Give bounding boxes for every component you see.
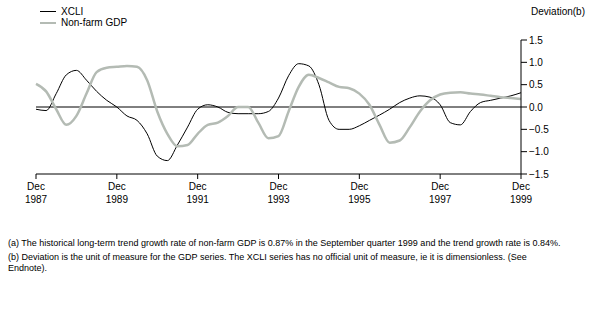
svg-text:Dec: Dec: [270, 181, 288, 192]
svg-text:0.5: 0.5: [529, 79, 543, 90]
html-text:(b) Deviation is the unit of m: (b) Deviation is the unit of measure for…: [8, 252, 527, 273]
svg-text:1993: 1993: [267, 194, 290, 205]
svg-text:Dec: Dec: [350, 181, 368, 192]
svg-text:−0.5: −0.5: [529, 124, 549, 135]
svg-text:1987: 1987: [25, 194, 48, 205]
svg-text:1989: 1989: [106, 194, 129, 205]
svg-text:Dec: Dec: [189, 181, 207, 192]
svg-text:−1.0: −1.0: [529, 146, 549, 157]
svg-text:−1.5: −1.5: [529, 169, 549, 180]
html-text:Deviation(b): Deviation(b): [531, 6, 585, 17]
html-text:XCLI: XCLI: [61, 6, 84, 17]
svg-text:1.5: 1.5: [529, 35, 543, 46]
html-text:Non-farm GDP: Non-farm GDP: [61, 17, 128, 28]
svg-text:Dec: Dec: [108, 181, 126, 192]
svg-text:1995: 1995: [348, 194, 371, 205]
svg-text:1.0: 1.0: [529, 57, 543, 68]
svg-text:1999: 1999: [510, 194, 533, 205]
svg-text:Dec: Dec: [512, 181, 530, 192]
svg-text:0.0: 0.0: [529, 102, 543, 113]
svg-text:Dec: Dec: [431, 181, 449, 192]
html-text:(a) The historical long-term t: (a) The historical long-term trend growt…: [8, 238, 561, 248]
svg-text:1997: 1997: [429, 194, 452, 205]
svg-text:1991: 1991: [187, 194, 210, 205]
svg-text:Dec: Dec: [27, 181, 45, 192]
